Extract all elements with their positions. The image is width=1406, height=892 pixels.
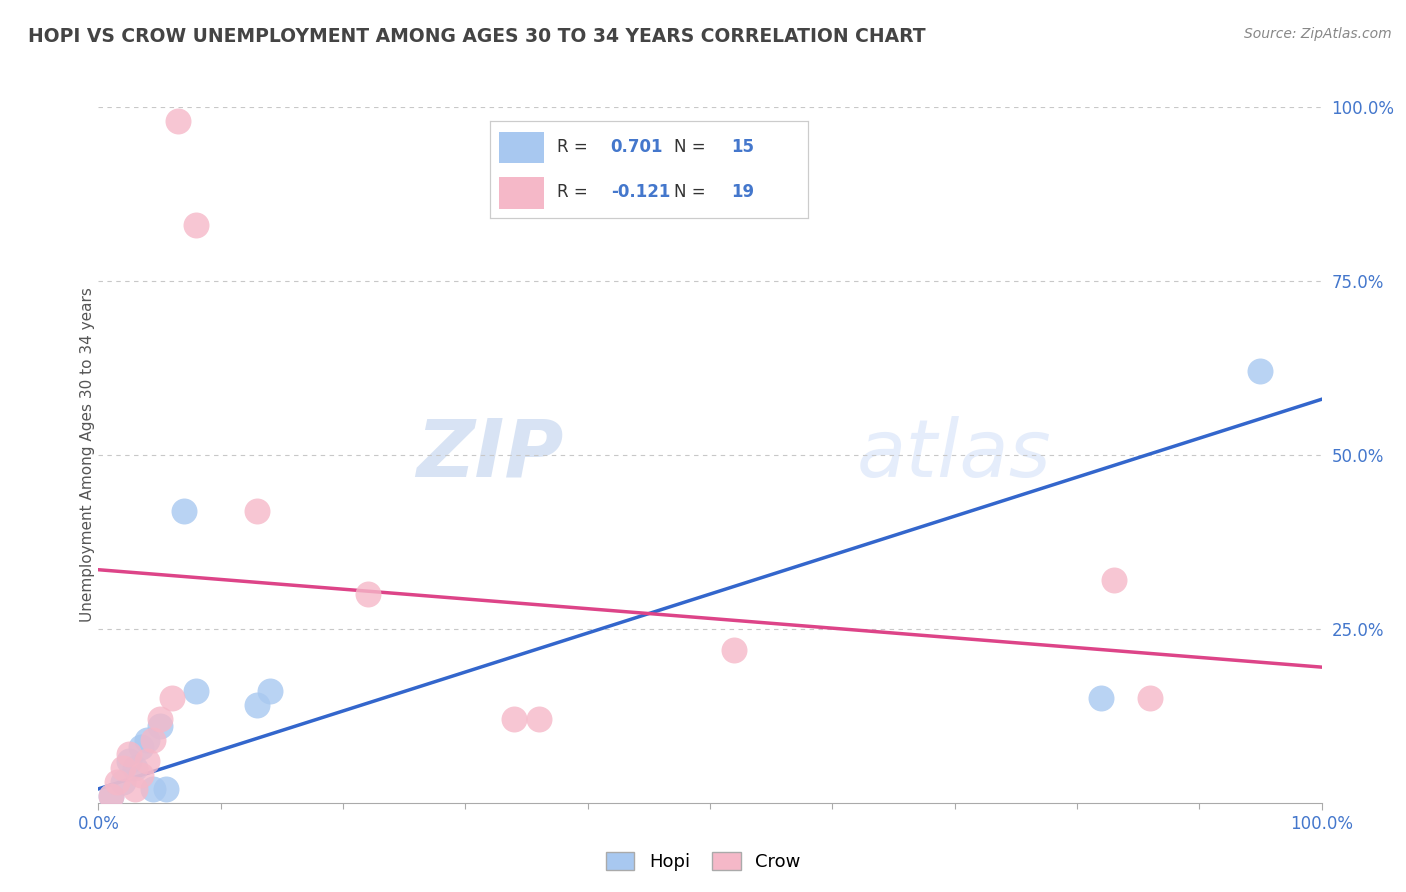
Point (111, 761, 134, 775)
Point (246, 698, 269, 713)
Point (118, 747, 141, 761)
Text: Source: ZipAtlas.com: Source: ZipAtlas.com (1244, 27, 1392, 41)
Point (105, 775, 128, 789)
Point (118, 754, 141, 768)
Point (527, 712, 550, 726)
Point (723, 642, 745, 657)
Point (136, 733, 159, 747)
Point (1139, 691, 1161, 706)
Point (167, 114, 190, 128)
Point (111, 775, 134, 789)
Point (155, 781, 177, 796)
Point (100, 789, 122, 803)
Point (129, 740, 152, 755)
Point (136, 754, 159, 768)
Point (124, 761, 146, 775)
Point (186, 684, 208, 698)
Point (173, 503, 195, 517)
Text: HOPI VS CROW UNEMPLOYMENT AMONG AGES 30 TO 34 YEARS CORRELATION CHART: HOPI VS CROW UNEMPLOYMENT AMONG AGES 30 … (28, 27, 925, 45)
Point (503, 712, 526, 726)
Text: ZIP: ZIP (416, 416, 564, 494)
Point (186, 219, 208, 233)
Point (1090, 691, 1112, 706)
Point (1102, 573, 1125, 587)
Text: atlas: atlas (856, 416, 1052, 494)
Point (356, 587, 378, 601)
Point (100, 789, 122, 803)
Point (149, 712, 172, 726)
Point (142, 733, 165, 747)
Point (160, 691, 183, 706)
Legend: Hopi, Crow: Hopi, Crow (599, 846, 807, 879)
Y-axis label: Unemployment Among Ages 30 to 34 years: Unemployment Among Ages 30 to 34 years (80, 287, 94, 623)
Point (142, 781, 165, 796)
Point (259, 684, 281, 698)
Point (149, 719, 172, 733)
Point (129, 768, 152, 782)
Point (124, 781, 146, 796)
Point (1249, 364, 1271, 378)
Point (246, 503, 269, 517)
